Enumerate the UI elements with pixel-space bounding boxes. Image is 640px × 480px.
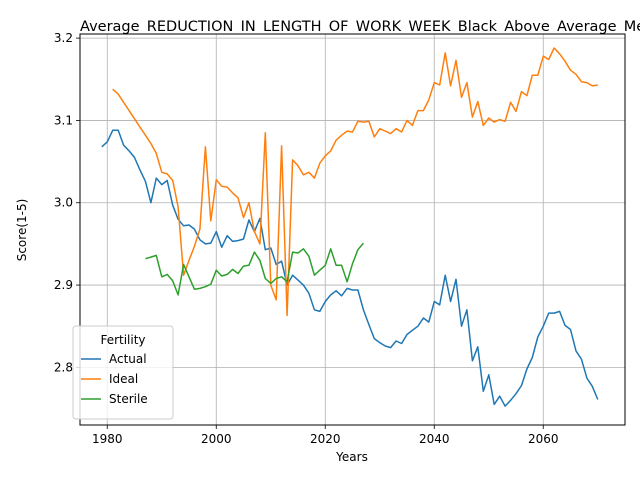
plot-area-frame	[79, 33, 626, 426]
y-tick-label: 2.8	[54, 360, 73, 374]
y-axis-label: Score(1-5)	[15, 199, 29, 262]
x-tick-label: 2000	[201, 432, 232, 446]
legend: Fertility Actual Ideal Sterile	[72, 325, 174, 420]
y-tick-label: 3.1	[54, 113, 73, 127]
series-line-ideal	[112, 47, 598, 317]
series-line-sterile	[145, 242, 364, 296]
x-axis: 1980 2000 2020 2040 2060	[92, 425, 559, 446]
y-tick-label: 3.0	[54, 196, 73, 210]
x-tick-label: 1980	[92, 432, 123, 446]
x-tick-label: 2060	[528, 432, 559, 446]
x-axis-label: Years	[335, 450, 368, 464]
legend-label-sterile: Sterile	[109, 392, 148, 406]
y-tick-label: 3.2	[54, 31, 73, 45]
legend-frame	[72, 325, 174, 420]
series-lines	[101, 47, 599, 407]
legend-label-actual: Actual	[109, 352, 147, 366]
y-axis: 2.8 2.9 3.0 3.1 3.2	[54, 31, 80, 374]
x-tick-label: 2020	[310, 432, 341, 446]
legend-label-ideal: Ideal	[109, 372, 138, 386]
chart-title: Average_REDUCTION_IN_LENGTH_OF_WORK_WEEK…	[80, 19, 640, 35]
y-tick-label: 2.9	[54, 278, 73, 292]
series-line-actual	[101, 129, 599, 407]
x-tick-label: 2040	[419, 432, 450, 446]
legend-title: Fertility	[100, 333, 145, 347]
